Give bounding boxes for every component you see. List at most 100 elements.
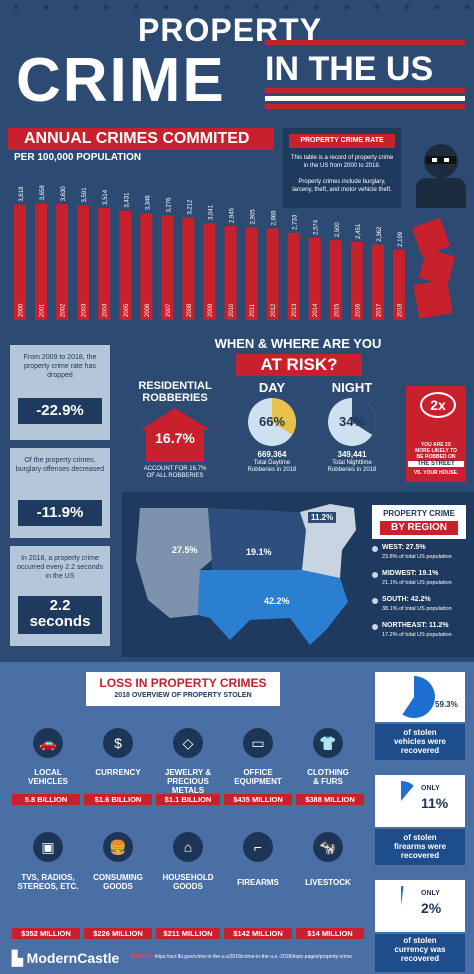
chart-value-label: 2,733 — [293, 214, 299, 230]
stripe-top — [265, 40, 465, 45]
star-row: ★★★★★★★★★★★★★★★★★★★★ — [12, 2, 474, 12]
day-pie-slice — [272, 398, 296, 435]
region-title2: BY REGION — [380, 521, 458, 535]
map-west — [136, 508, 212, 618]
loss-amount: $142 MILLION — [224, 928, 292, 939]
r2-pct: 11% — [421, 795, 449, 811]
annual-crime-chart: 3,618 2000 3,658 2001 3,630 2002 3,591 2003 3,51… — [14, 185, 405, 320]
night-pie-slice — [352, 398, 376, 435]
loss-label: TVS, RADIOS, STEREOS, ETC. — [17, 873, 79, 891]
chart-bar — [329, 240, 342, 320]
chart-year-label: 2018 — [397, 303, 403, 317]
vehicles-pie-slice — [402, 676, 435, 718]
diamond-icon: ◇ — [173, 728, 203, 758]
chart-value-label: 3,212 — [187, 199, 193, 215]
chart-bar — [245, 227, 258, 320]
chart-value-label: 3,591 — [82, 187, 88, 203]
day-title: DAY — [258, 380, 286, 395]
loss-amount: $352 MILLION — [12, 928, 80, 939]
loss-label: LOCAL VEHICLES — [27, 768, 68, 786]
source-line: SOURCE: https://ucr.fbi.gov/crime-in-the… — [130, 954, 352, 960]
stripe-bottom-2 — [265, 96, 465, 101]
night-title: NIGHT — [331, 380, 373, 395]
chart-value-label: 3,431 — [124, 192, 130, 208]
food-icon: 🍔 — [103, 832, 133, 862]
money-bag-icon: $ — [103, 728, 133, 758]
day-note: Total Daytime Robberies in 2018 — [247, 460, 297, 473]
rate-box-text1: This table is a record of property crime… — [290, 155, 394, 169]
recovered-currency-pie — [381, 886, 421, 926]
recovered-card-3: ONLY 2% — [375, 880, 465, 932]
logo-text: ModernCastle — [26, 950, 120, 966]
stat1-text: From 2009 to 2018, the property crime ra… — [23, 354, 97, 379]
chart-value-label: 2,451 — [356, 223, 362, 239]
shirt-icon: 👕 — [313, 728, 343, 758]
house-icon: ⌂ — [173, 832, 203, 862]
loss-amount: 5.8 BILLION — [12, 794, 80, 805]
chart-value-label: 3,514 — [103, 189, 109, 205]
chart-year-label: 2014 — [313, 303, 319, 317]
title-in-the-us: IN THE US — [265, 50, 434, 88]
chart-value-label: 2,945 — [230, 207, 236, 223]
source-url: https://ucr.fbi.gov/crime-in-the-u.s/201… — [154, 954, 353, 960]
risk-panel: WHEN & WHERE ARE YOU AT RISK? RESIDENTIA… — [122, 330, 474, 490]
region-list: WEST: 27.5% 23.8% of total US population… — [372, 544, 472, 656]
r2-text: of stolen firearms were recovered — [375, 829, 465, 865]
chart-bar — [98, 207, 111, 320]
chart-year-label: 2011 — [250, 303, 256, 317]
region-name: SOUTH: 42.2% — [382, 596, 431, 603]
header-banner: ★★★★★★★★★★★★★★★★★★★★ PROPERTY CRIME IN T… — [0, 0, 474, 120]
chart-year-label: 2012 — [271, 303, 277, 317]
recovered-card-2: ONLY 11% — [375, 775, 465, 827]
twox-card: 2x YOU ARE 2X MORE LIKELY TO BE ROBBED O… — [406, 386, 466, 482]
chart-year-label: 2000 — [19, 303, 25, 317]
loss-title: LOSS IN PROPERTY CRIMES — [99, 676, 267, 690]
stolen-house-icon — [402, 212, 464, 322]
chart-bar — [140, 213, 153, 320]
loss-label: CONSUMING GOODS — [93, 873, 143, 891]
r3-pct: 2% — [421, 900, 442, 916]
chart-value-label: 2,574 — [314, 219, 320, 235]
night-count: 349,441 — [337, 450, 367, 459]
cow-icon: 🐄 — [313, 832, 343, 862]
chart-value-label: 2,199 — [398, 231, 404, 247]
firearms-pie-slice — [401, 781, 414, 801]
chart-value-label: 2,905 — [251, 209, 257, 225]
night-note: Total Nighttime Robberies in 2018 — [327, 460, 377, 473]
chart-bar — [182, 217, 195, 320]
chart-year-label: 2006 — [145, 303, 151, 317]
loss-label: CURRENCY — [95, 768, 141, 777]
chart-bar — [77, 205, 90, 320]
chart-year-label: 2013 — [292, 303, 298, 317]
loss-amount: $226 MILLION — [84, 928, 152, 939]
map-south — [198, 570, 348, 645]
loss-amount: $14 MILLION — [296, 928, 364, 939]
chart-value-label: 3,630 — [61, 186, 67, 202]
car-icon: 🚗 — [33, 728, 63, 758]
computer-icon: ▭ — [243, 728, 273, 758]
chart-year-label: 2017 — [376, 303, 382, 317]
loss-label: HOUSEHOLD GOODS — [162, 873, 214, 891]
chart-bar — [56, 204, 69, 320]
loss-amount: $388 MILLION — [296, 794, 364, 805]
source-label: SOURCE: — [130, 954, 154, 960]
chart-bar — [350, 241, 363, 320]
loss-label: JEWELRY & PRECIOUS METALS — [164, 768, 212, 795]
us-map — [136, 504, 356, 645]
map-west-label: 27.5% — [172, 545, 198, 555]
stat2-value: -11.9% — [18, 500, 102, 526]
loss-title-box: LOSS IN PROPERTY CRIMES 2018 OVERVIEW OF… — [86, 672, 280, 706]
map-midwest — [208, 508, 306, 572]
tv-icon: ▣ — [33, 832, 63, 862]
night-pct: 34% — [338, 414, 366, 429]
day-pie — [248, 398, 296, 446]
chart-bar — [35, 203, 48, 320]
house-shape — [140, 408, 210, 463]
chart-value-label: 2,362 — [377, 226, 383, 242]
chart-bar — [371, 244, 384, 320]
logo: ▙ ModernCastle — [12, 950, 119, 967]
annual-subtitle: PER 100,000 POPULATION — [14, 152, 142, 163]
loss-amount: $1.1 BILLION — [156, 794, 220, 805]
day-pct: 66% — [258, 414, 286, 429]
map-south-label: 42.2% — [264, 596, 290, 606]
